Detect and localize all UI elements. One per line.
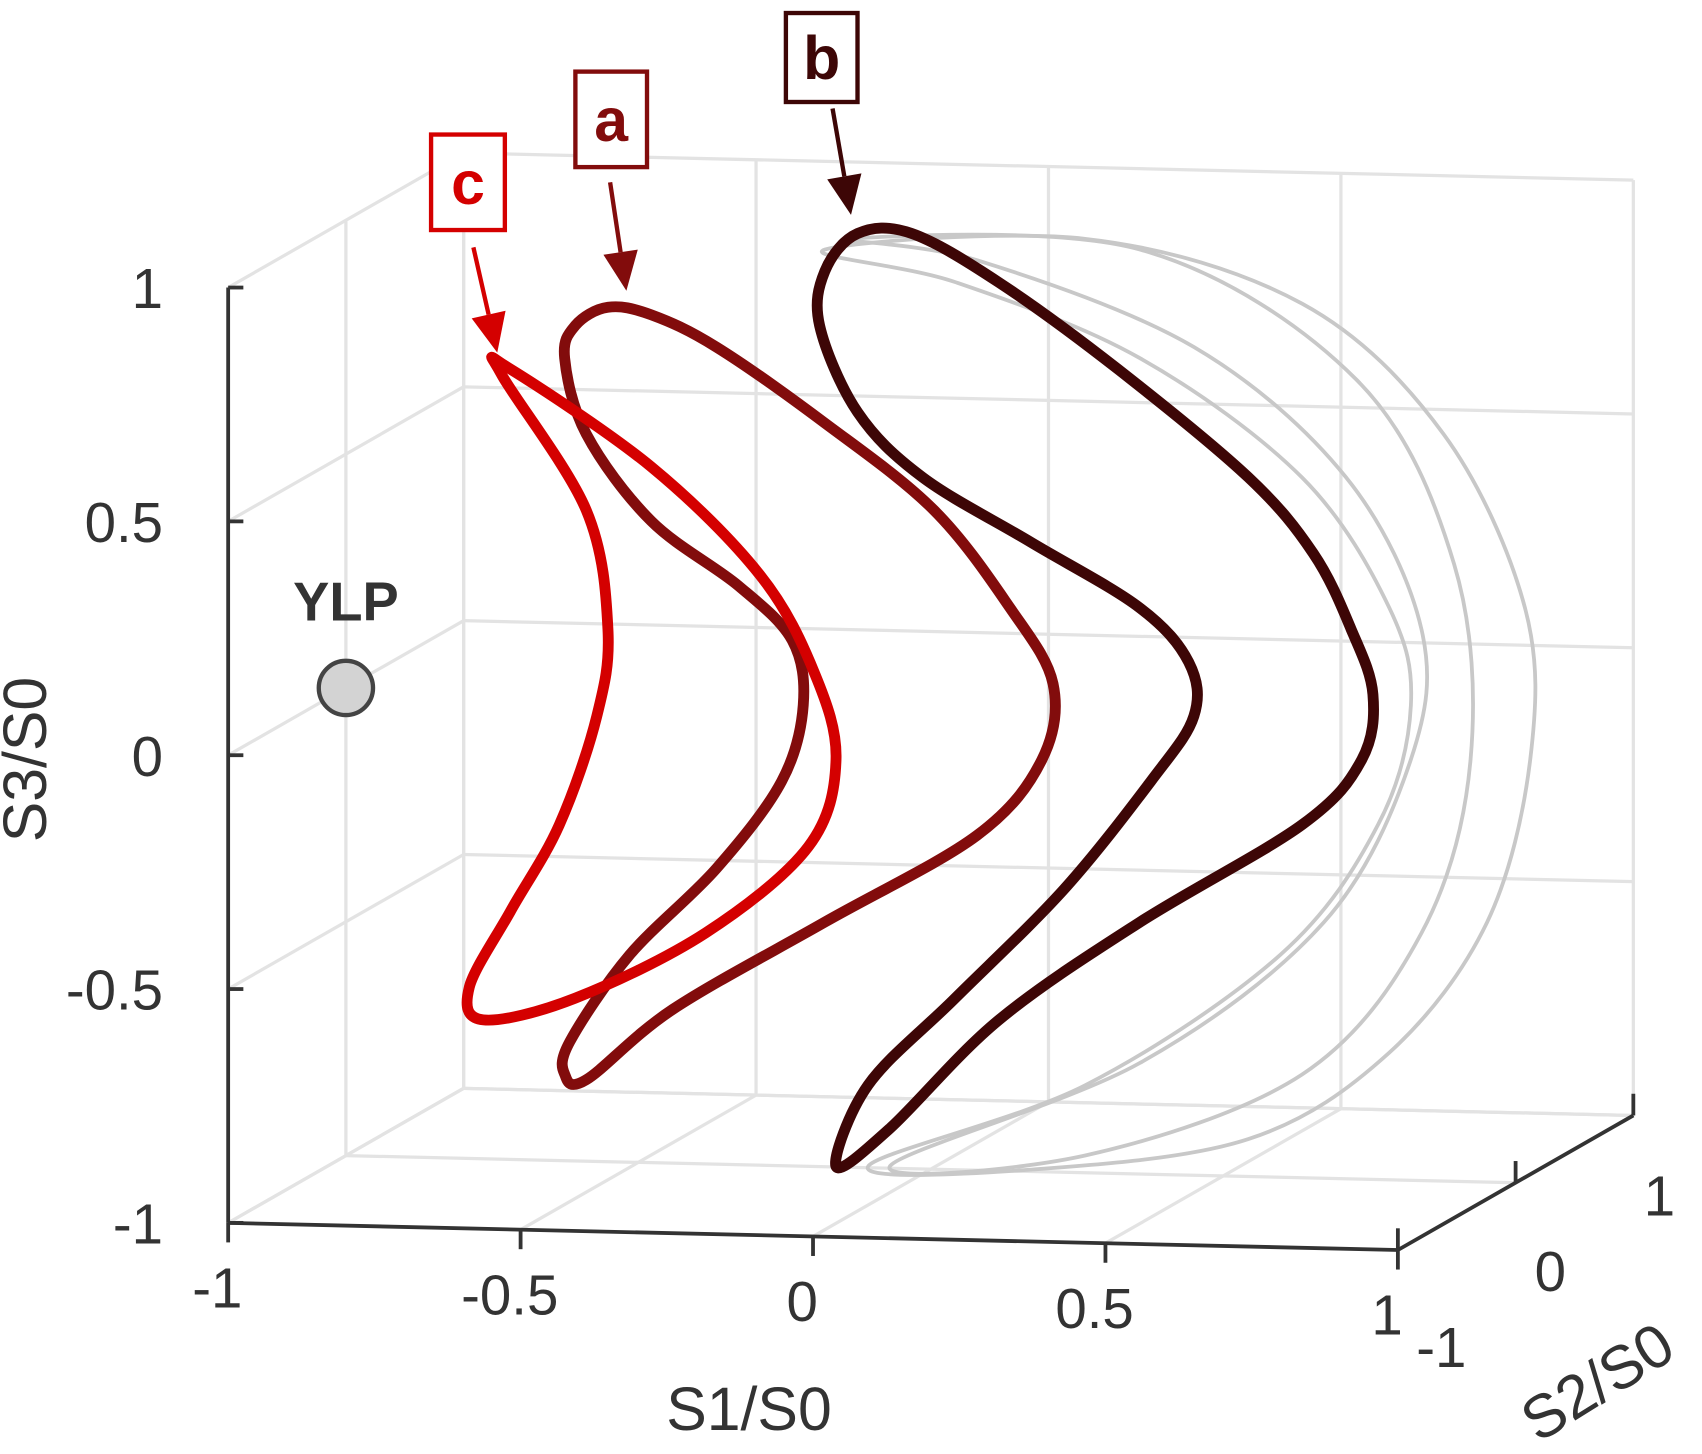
annotations: b a c: [428, 10, 862, 353]
z-axis-title: S3/S0: [0, 677, 59, 843]
annotation-arrow: [471, 246, 491, 316]
x-tick-label: 0.5: [1055, 1277, 1133, 1340]
grid-line: [463, 385, 1634, 416]
annotation-label: a: [594, 86, 629, 154]
z-tick-label: 0.5: [85, 491, 163, 554]
annotation-box: [783, 10, 860, 105]
background-trajectory: [820, 233, 1538, 1177]
annotation-arrowhead: [827, 173, 862, 215]
grid-line: [227, 385, 465, 523]
z-tick-label: 0: [132, 725, 163, 788]
annotation-box: [573, 69, 650, 170]
annotation-arrow: [830, 108, 847, 177]
x-tick-label: -1: [192, 1257, 242, 1320]
x-axis-title: S1/S0: [666, 1375, 832, 1443]
y-tick-label: -1: [1416, 1316, 1466, 1379]
trajectory: [811, 222, 1379, 1174]
x-tick-label: 0: [786, 1270, 817, 1333]
annotation-arrow: [607, 181, 623, 253]
y-tick-label: 1: [1644, 1164, 1675, 1227]
background-trajectory: [840, 232, 1475, 1176]
axes: -1 -0.5 0 0.5 1-1-0.500.51-101: [66, 257, 1675, 1379]
curves: YLP: [293, 222, 1538, 1177]
point-label: YLP: [293, 573, 399, 633]
grid-line: [463, 151, 1634, 182]
x-tick-label: 1: [1371, 1284, 1402, 1347]
annotation-label: c: [451, 149, 485, 217]
y-tick-label: 0: [1535, 1240, 1566, 1303]
grid-line: [463, 619, 1634, 650]
annotation-label: b: [803, 24, 840, 92]
grid-line: [227, 151, 465, 289]
annotation-box: [428, 132, 508, 233]
trajectory: [461, 351, 842, 1026]
z-tick-label: -1: [113, 1192, 163, 1255]
grid-line: [227, 853, 465, 991]
grid-line: [345, 1153, 1516, 1185]
annotation-arrowhead: [471, 310, 506, 353]
grid-line: [463, 852, 1634, 884]
y-axis-title: S2/S0: [1509, 1309, 1685, 1454]
grid-line: [227, 1086, 465, 1225]
annotation-arrowhead: [603, 249, 638, 291]
trajectory: [556, 301, 1061, 1090]
x-tick-label: -0.5: [461, 1263, 558, 1326]
z-tick-label: -0.5: [66, 959, 163, 1022]
z-tick-label: 1: [132, 257, 163, 320]
marker-point: [316, 658, 376, 718]
